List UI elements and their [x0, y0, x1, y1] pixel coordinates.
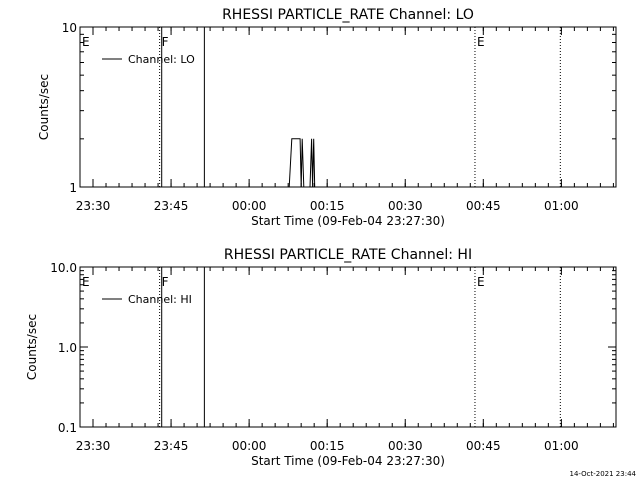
panel1-y-tick-label: 1 — [69, 181, 77, 195]
panel2-event-marker-label: E — [82, 275, 90, 289]
panel1-x-tick-label: 00:00 — [232, 199, 267, 213]
panel2-plot-frame — [79, 266, 617, 428]
panel2-x-tick-label: 23:45 — [154, 439, 189, 453]
panel2-y-tick-label: 10.0 — [50, 261, 77, 275]
panel1-y-tick-label: 10 — [62, 21, 77, 35]
panel1-event-marker-label: F — [162, 35, 169, 49]
panel1-x-tick-label: 01:00 — [544, 199, 579, 213]
footer-timestamp: 14-Oct-2021 23:44 — [569, 470, 636, 478]
panel2-x-tick-label: 00:45 — [466, 439, 501, 453]
panel1-x-tick-label: 00:15 — [310, 199, 345, 213]
panel2-y-tick-label: 1.0 — [58, 341, 77, 355]
panel2-x-tick-label: 00:30 — [388, 439, 423, 453]
panel2-y-tick-label: 0.1 — [58, 421, 77, 435]
panel1-plot-frame — [79, 26, 617, 188]
panel2-y-axis-label: Counts/sec — [25, 314, 39, 380]
panel2-x-tick-label: 23:30 — [76, 439, 111, 453]
panel1-series-trace — [288, 138, 316, 188]
panel2-x-tick-label: 00:15 — [310, 439, 345, 453]
panel1-y-axis-label: Counts/sec — [37, 74, 51, 140]
panel1-chart-title: RHESSI PARTICLE_RATE Channel: LO — [222, 7, 474, 23]
panel2-legend-label: Channel: HI — [128, 293, 192, 306]
panel2-chart-title: RHESSI PARTICLE_RATE Channel: HI — [224, 247, 472, 263]
panel1-legend-label: Channel: LO — [128, 53, 195, 66]
panel1-x-tick-label: 23:45 — [154, 199, 189, 213]
panel1-x-tick-label: 00:30 — [388, 199, 423, 213]
panel1-x-tick-label: 00:45 — [466, 199, 501, 213]
panel2-event-marker-label: F — [162, 275, 169, 289]
panel2-event-marker-label: E — [477, 275, 485, 289]
panel1-event-marker-label: E — [82, 35, 90, 49]
panel1-x-tick-label: 23:30 — [76, 199, 111, 213]
panel1-event-marker-label: E — [477, 35, 485, 49]
panel2-x-tick-label: 01:00 — [544, 439, 579, 453]
panel2-x-axis-label: Start Time (09-Feb-04 23:27:30) — [251, 454, 445, 468]
panel1-x-axis-label: Start Time (09-Feb-04 23:27:30) — [251, 214, 445, 228]
panel2-x-tick-label: 00:00 — [232, 439, 267, 453]
